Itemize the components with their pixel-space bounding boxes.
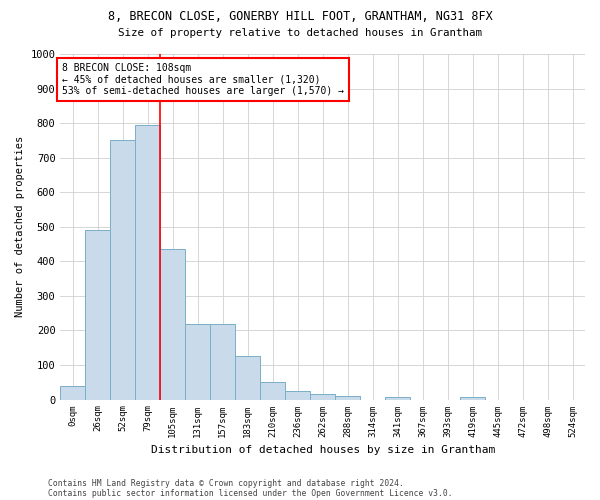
X-axis label: Distribution of detached houses by size in Grantham: Distribution of detached houses by size …: [151, 445, 495, 455]
Bar: [385, 397, 410, 400]
Text: Contains public sector information licensed under the Open Government Licence v3: Contains public sector information licen…: [48, 488, 452, 498]
Bar: [310, 394, 335, 400]
Bar: [260, 382, 285, 400]
Text: Size of property relative to detached houses in Grantham: Size of property relative to detached ho…: [118, 28, 482, 38]
Bar: [160, 249, 185, 400]
Bar: [61, 386, 85, 400]
Text: Contains HM Land Registry data © Crown copyright and database right 2024.: Contains HM Land Registry data © Crown c…: [48, 478, 404, 488]
Text: 8, BRECON CLOSE, GONERBY HILL FOOT, GRANTHAM, NG31 8FX: 8, BRECON CLOSE, GONERBY HILL FOOT, GRAN…: [107, 10, 493, 23]
Text: 8 BRECON CLOSE: 108sqm
← 45% of detached houses are smaller (1,320)
53% of semi-: 8 BRECON CLOSE: 108sqm ← 45% of detached…: [62, 62, 344, 96]
Bar: [210, 324, 235, 400]
Bar: [285, 391, 310, 400]
Bar: [335, 396, 360, 400]
Bar: [110, 140, 136, 400]
Bar: [235, 356, 260, 400]
Y-axis label: Number of detached properties: Number of detached properties: [15, 136, 25, 318]
Bar: [185, 324, 210, 400]
Bar: [85, 230, 110, 400]
Bar: [136, 125, 160, 400]
Bar: [460, 397, 485, 400]
